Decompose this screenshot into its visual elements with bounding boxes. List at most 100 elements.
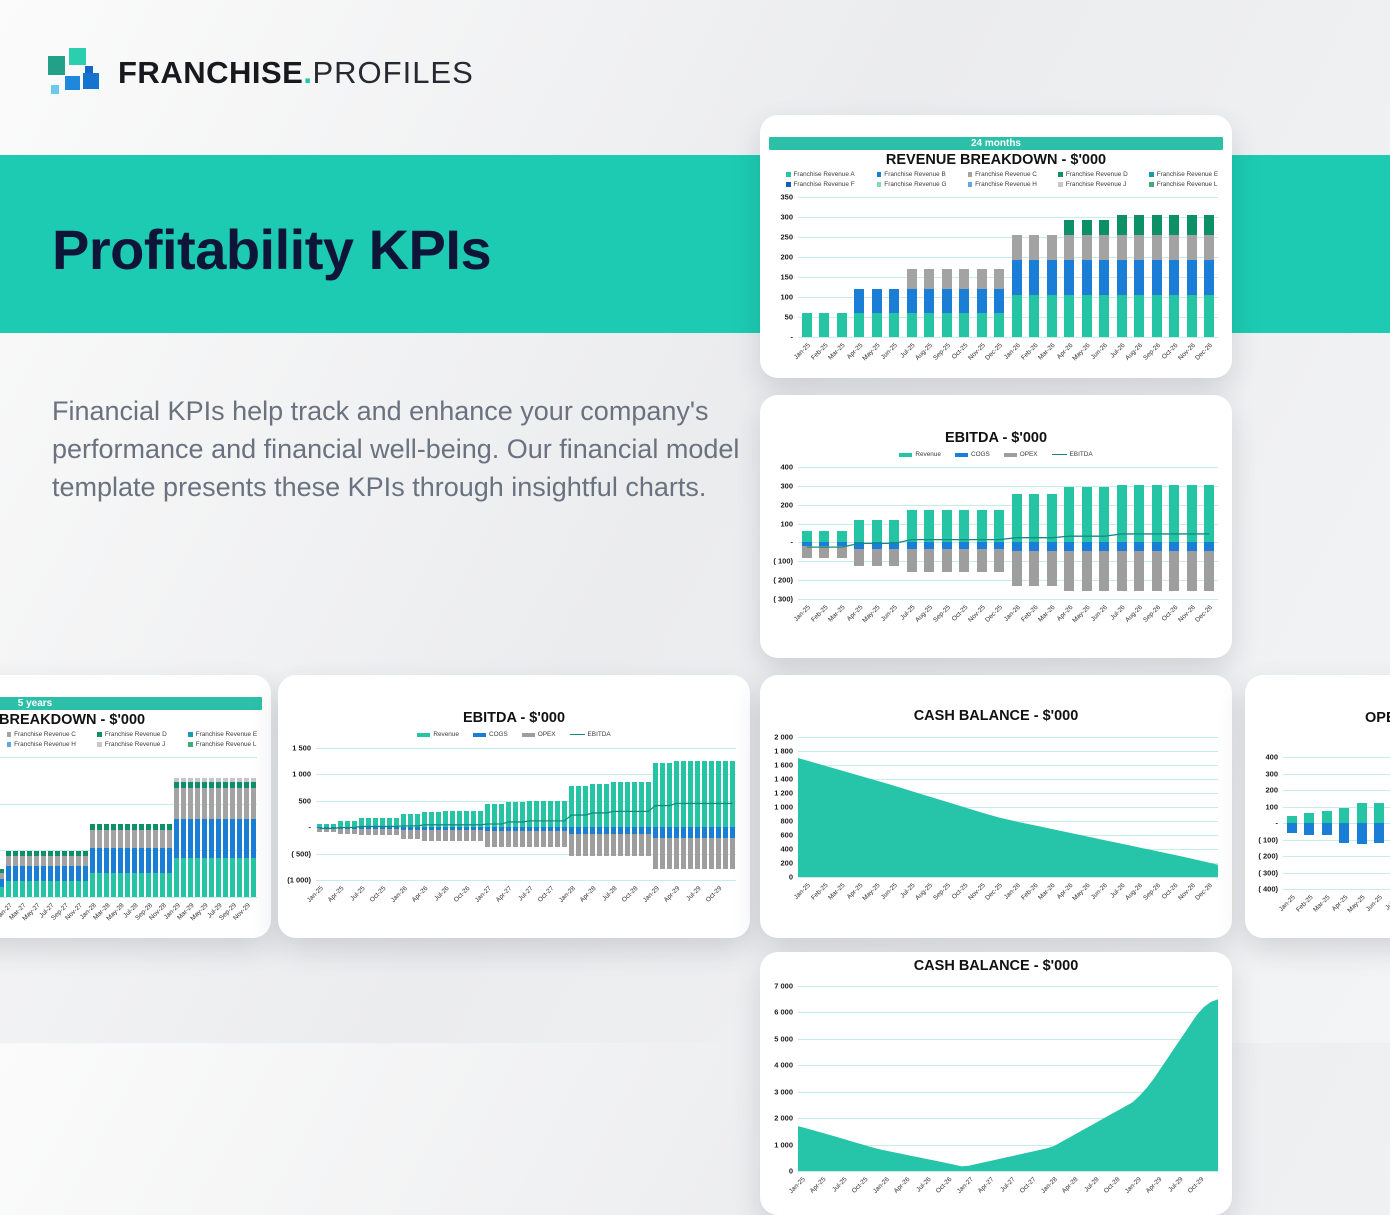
y-axis-label: 4 000: [774, 1060, 793, 1070]
period-badge: 24 months: [769, 137, 1223, 150]
bar-segment: [548, 831, 553, 847]
bar-segment: [941, 542, 952, 550]
legend-marker-icon: [188, 732, 193, 737]
bar-segment: [1099, 487, 1110, 543]
x-axis-label: Jan-25: [792, 882, 812, 902]
bar-segment: [688, 827, 693, 838]
bar-segment: [492, 827, 497, 832]
bar-segment: [83, 855, 88, 867]
line-series: [316, 748, 736, 880]
gridline: [798, 217, 1218, 218]
gridline: [798, 877, 1218, 878]
legend-item: Franchise Revenue D: [83, 731, 168, 738]
bar-segment: [889, 542, 900, 550]
bar-segment: [871, 549, 882, 566]
bar-segment: [1029, 235, 1040, 260]
bar-segment: [48, 855, 53, 867]
bar-segment: [730, 827, 735, 838]
bar-segment: [174, 782, 179, 788]
legend-label: Franchise Revenue J: [104, 741, 166, 748]
bar-segment: [443, 829, 448, 841]
bar-segment: [906, 313, 917, 337]
x-axis-label: Apr-28: [578, 885, 598, 904]
bar-segment: [836, 531, 847, 543]
bar-segment: [394, 818, 399, 828]
bar-segment: [90, 824, 95, 830]
bar-segment: [1186, 550, 1197, 592]
y-axis-label: (1 000): [287, 875, 311, 885]
bar-segment: [527, 831, 532, 847]
bar-segment: [464, 829, 469, 841]
bar-segment: [1029, 494, 1040, 543]
legend-marker-icon: [97, 742, 102, 747]
page-title: Profitability KPIs: [52, 218, 492, 281]
bar-segment: [924, 289, 935, 313]
bar-segment: [436, 811, 441, 828]
bar-segment: [681, 837, 686, 870]
bar-segment: [216, 778, 221, 783]
bar-segment: [443, 811, 448, 828]
bar-segment: [244, 818, 249, 858]
bar-segment: [338, 829, 343, 834]
bar-segment: [1081, 259, 1092, 295]
bar-segment: [702, 827, 707, 838]
bar-segment: [485, 804, 490, 828]
gridline: [798, 337, 1218, 338]
bar-segment: [723, 827, 728, 838]
bar-segment: [331, 827, 336, 829]
bar-segment: [146, 872, 151, 897]
bar-segment: [471, 811, 476, 828]
legend-label: Franchise Revenue L: [195, 741, 257, 748]
bar-segment: [216, 818, 221, 858]
bar-segment: [174, 787, 179, 819]
bar-segment: [132, 872, 137, 897]
x-axis-label: Jul-28: [600, 885, 619, 903]
bar-segment: [492, 804, 497, 828]
gridline: [316, 853, 736, 855]
cash-balance-24m-card: CASH BALANCE - $'000 2 000 1 800 1 600 1 40…: [760, 675, 1232, 938]
gridline: [798, 542, 1218, 544]
chart-plot: 400 300 200 100-( 100)( 200)( 300) Jan-25 Feb…: [773, 463, 1218, 624]
bar-segment: [555, 827, 560, 832]
y-axis-label: 1 400: [774, 774, 793, 784]
logo-text-light: PROFILES: [312, 55, 474, 90]
bar-segment: [1151, 215, 1162, 235]
bar-segment: [1046, 550, 1057, 586]
bar-segment: [209, 818, 214, 858]
bar-segment: [976, 269, 987, 289]
bar-segment: [716, 761, 721, 828]
bar-segment: [27, 866, 32, 882]
bar-segment: [422, 827, 427, 830]
bar-segment: [906, 510, 917, 543]
x-axis-label: Feb-26: [1019, 882, 1040, 902]
cash-balance-5y-card: CASH BALANCE - $'000 7 000 6 000 5 000 4 00…: [760, 952, 1232, 1215]
x-axis-label: Oct-25: [950, 882, 970, 901]
bar-segment: [854, 549, 865, 566]
bar-segment: [188, 778, 193, 783]
legend-label: Franchise Revenue L: [1156, 181, 1218, 188]
bar-segment: [1099, 259, 1110, 295]
bar-segment: [83, 851, 88, 856]
bar-segment: [1151, 542, 1162, 551]
bar-segment: [941, 269, 952, 289]
bar-segment: [871, 519, 882, 543]
gridline: [798, 467, 1218, 468]
bar-segment: [1116, 484, 1127, 543]
bar-segment: [583, 786, 588, 828]
x-axis-label: Nov-26: [1176, 604, 1197, 624]
y-axis-label: 200: [780, 500, 793, 510]
x-axis-label: May-25: [1346, 894, 1367, 915]
legend-item: Franchise Revenue F: [772, 181, 857, 188]
legend-marker-icon: [876, 172, 882, 177]
legend-item: Franchise Revenue J: [83, 741, 168, 748]
bar-segment: [1099, 235, 1110, 260]
x-axis-label: Nov-25: [966, 342, 987, 362]
bar-segment: [69, 866, 74, 882]
legend-marker-icon: [6, 742, 12, 747]
y-axis-label: 600: [780, 830, 793, 840]
bar-segment: [139, 829, 144, 849]
bar-segment: [216, 782, 221, 788]
bar-segment: [625, 782, 630, 828]
legend-label: Franchise Revenue D: [1065, 171, 1128, 178]
bar-segment: [1029, 550, 1040, 586]
